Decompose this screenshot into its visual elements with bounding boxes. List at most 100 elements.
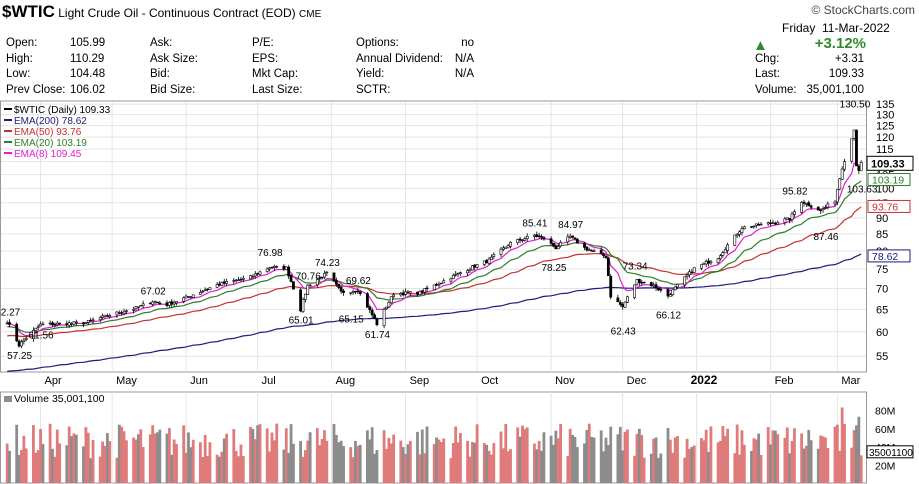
candle-body [719, 255, 722, 260]
volume-bar [733, 453, 737, 483]
candle-body [237, 279, 240, 281]
candle-body [234, 279, 238, 282]
candle-body [652, 284, 656, 287]
candle-body [843, 161, 846, 170]
candle-body [122, 311, 126, 314]
y-tick-label: 100 [876, 183, 894, 195]
candle-body [473, 264, 477, 268]
volume-bar [852, 430, 856, 483]
candle-body [475, 264, 479, 268]
candle-body [523, 238, 527, 241]
volume-bar [549, 435, 553, 483]
candle-body [571, 235, 574, 238]
volume-bar [485, 444, 489, 483]
volume-bar [356, 445, 360, 483]
volume-bar [707, 451, 710, 483]
candle-body [451, 275, 455, 279]
volume-bar [723, 435, 727, 483]
volume-bar [523, 429, 527, 483]
candle-body [435, 283, 438, 286]
price-annotation: 73.34 [623, 261, 648, 272]
volume-bar [408, 440, 412, 483]
candle-body [389, 296, 393, 304]
candle-body [175, 301, 178, 304]
volume-bar [535, 449, 539, 483]
quote-label: Volume: [755, 83, 797, 96]
candle-body [604, 255, 608, 259]
ema-tag-box [867, 199, 911, 213]
chart-title: $WTIC Light Crude Oil - Continuous Contr… [2, 2, 321, 22]
candle-body [790, 213, 794, 220]
quote-value: 104.48 [70, 68, 106, 80]
candle-body [568, 235, 572, 238]
quote-value: 105.99 [70, 37, 106, 49]
candle-body [101, 315, 104, 318]
volume-bar [401, 447, 405, 483]
candle-body [754, 223, 758, 226]
candle-body [437, 283, 441, 286]
y-tick-label: 75 [876, 264, 888, 276]
candle-body [184, 295, 188, 299]
ema-lines [7, 162, 862, 373]
candle-body [566, 236, 570, 243]
volume-bar [98, 456, 102, 483]
volume-bar [754, 439, 758, 483]
volume-bar [757, 433, 761, 483]
x-tick-label: Apr [45, 375, 62, 387]
volume-bar [318, 445, 322, 483]
candle-body [265, 268, 269, 272]
volume-bar [134, 439, 138, 483]
quote-label: Low: [6, 68, 31, 80]
candle-body [34, 327, 38, 331]
volume-bar [117, 424, 121, 483]
quote-value: 106.02 [70, 83, 106, 96]
volume-bar [833, 426, 837, 483]
candle-body [735, 234, 739, 237]
ema-tag-label: 93.76 [872, 201, 898, 213]
candle-body [337, 284, 341, 288]
candle-body [556, 246, 560, 250]
candle-body [542, 237, 546, 240]
volume-bar [308, 432, 312, 483]
volume-bar [587, 423, 591, 483]
volume-bar [466, 440, 469, 483]
candle-body [222, 281, 226, 284]
candle-body [420, 290, 424, 293]
candle-body [840, 168, 844, 180]
candle-body [470, 265, 474, 271]
candle-body [275, 266, 279, 268]
volume-bar [239, 444, 243, 483]
candle-body [365, 293, 369, 308]
volume-bar [552, 444, 555, 483]
volume-bar [237, 456, 240, 483]
y-tick-label: 115 [876, 144, 894, 156]
volume-bar [719, 440, 722, 483]
ema-tag-box [867, 173, 911, 187]
candle-body [485, 260, 489, 264]
candle-body [203, 289, 207, 292]
candle-body [253, 273, 257, 277]
candle-body [370, 309, 374, 316]
candle-body [857, 166, 861, 171]
volume-bar [82, 446, 85, 483]
volume-bar [208, 442, 212, 483]
volume-bar [855, 425, 858, 483]
volume-bar [599, 430, 603, 483]
volume-bar [504, 423, 508, 483]
volume-bar [657, 457, 660, 483]
candle-body [220, 282, 224, 286]
volume-bar [585, 429, 589, 483]
candle-body [633, 284, 636, 298]
volume-bar [859, 455, 863, 483]
volume-bar [521, 425, 524, 483]
candle-body [416, 291, 419, 295]
price-annotation: 62.43 [611, 327, 636, 338]
candle-body [67, 322, 71, 326]
candle-body [20, 341, 23, 347]
quote-label: Mkt Cap: [252, 68, 299, 80]
volume-bar [702, 440, 706, 483]
candle-body [408, 291, 412, 294]
candle-body [187, 296, 190, 298]
volume-bar [41, 443, 45, 483]
candle-body [635, 279, 639, 285]
